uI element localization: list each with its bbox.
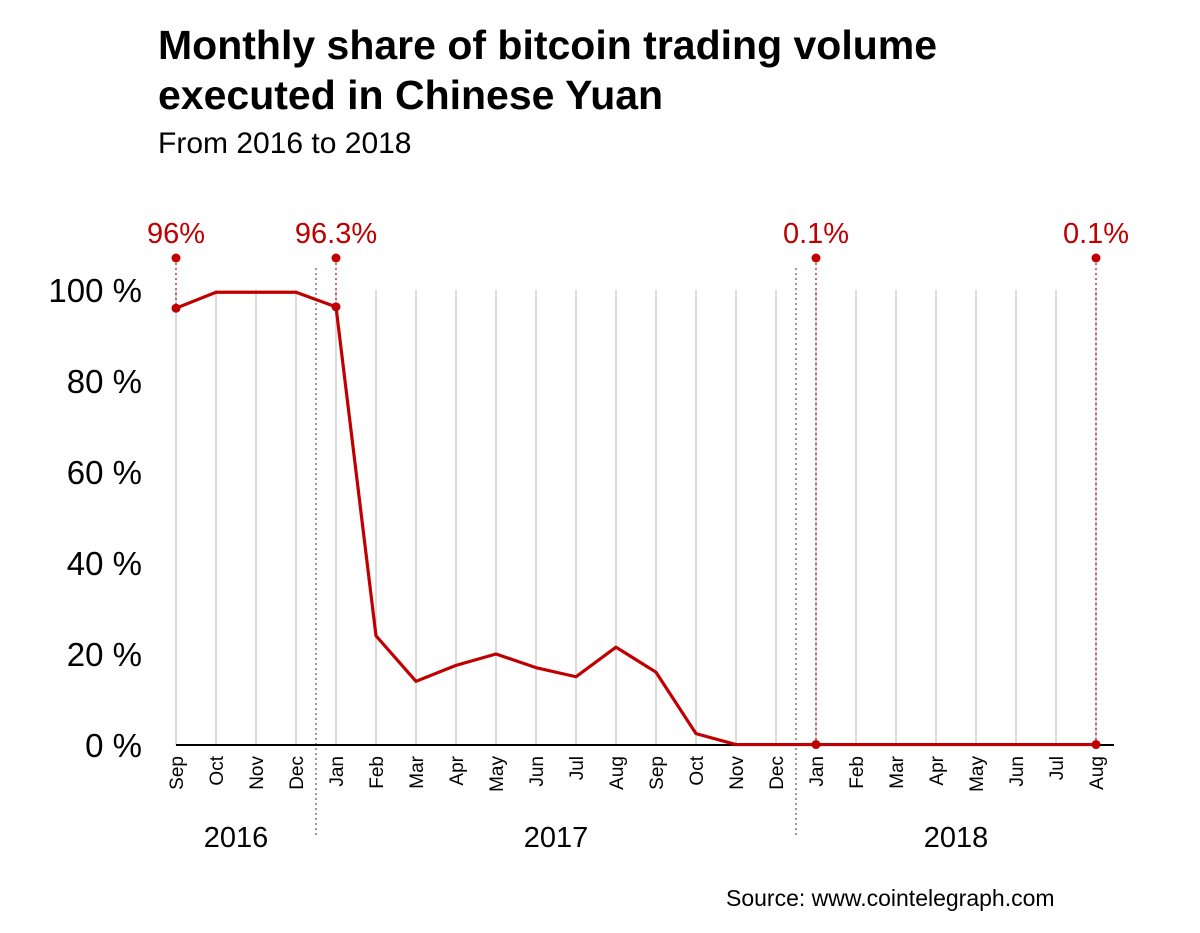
x-tick-label: Feb — [847, 756, 868, 789]
x-tick-label: Apr — [447, 755, 468, 785]
x-tick-label: Aug — [1087, 756, 1108, 790]
x-tick-label: Jun — [527, 756, 548, 787]
y-tick-label: 40 % — [67, 545, 142, 582]
y-tick-label: 80 % — [67, 363, 142, 400]
x-tick-label: Nov — [727, 756, 748, 790]
x-tick-label: Jul — [567, 756, 588, 780]
y-axis-tick-labels: 0 % 20 % 40 % 60 % 80 % 100 % — [48, 272, 142, 764]
data-point-marker — [171, 303, 181, 313]
series-line-group — [174, 290, 1098, 747]
year-dividers — [315, 268, 797, 838]
annotations: 96% 96.3% 0.1% 0.1% — [147, 218, 1129, 750]
y-tick-label: 100 % — [48, 272, 142, 309]
x-tick-label: May — [967, 756, 988, 792]
y-tick-label: 0 % — [85, 727, 142, 764]
x-tick-label: Jan — [807, 756, 828, 787]
x-tick-label: Jun — [1007, 756, 1028, 787]
x-tick-label: Mar — [887, 755, 908, 788]
x-tick-label: Mar — [407, 755, 428, 788]
gridlines — [175, 290, 1097, 745]
annotation-top-marker — [331, 253, 341, 263]
series-line — [174, 290, 1098, 747]
x-tick-label: Jan — [327, 756, 348, 787]
annotation-top-marker — [811, 253, 821, 263]
chart-subtitle: From 2016 to 2018 — [158, 127, 412, 160]
year-label: 2018 — [924, 822, 989, 854]
annotation-top-marker — [1091, 253, 1101, 263]
annotation-label: 96% — [147, 218, 205, 250]
x-tick-label: Dec — [767, 756, 788, 790]
annotation-top-marker — [171, 253, 181, 263]
year-label: 2016 — [204, 822, 269, 854]
x-tick-label: Feb — [367, 756, 388, 789]
x-tick-label: May — [487, 756, 508, 792]
annotation-leaders — [175, 258, 1097, 745]
year-label: 2017 — [524, 822, 589, 854]
y-tick-label: 60 % — [67, 454, 142, 491]
x-axis-tick-labels: Sep Oct Nov Dec Jan Feb Mar Apr May Jun Jul Aug Sep O… — [167, 755, 1108, 792]
x-tick-label: Dec — [287, 756, 308, 790]
chart-title: Monthly share of bitcoin trading volume … — [158, 22, 938, 118]
data-point-marker — [1091, 740, 1101, 750]
x-tick-label: Oct — [207, 755, 228, 785]
y-tick-label: 20 % — [67, 636, 142, 673]
annotation-label: 0.1% — [1063, 218, 1129, 250]
x-tick-label: Sep — [647, 756, 668, 790]
x-tick-label: Aug — [607, 756, 628, 790]
x-tick-label: Jul — [1047, 756, 1068, 780]
annotation-label: 96.3% — [295, 218, 377, 250]
data-point-marker — [331, 302, 341, 312]
year-labels: 2016 2017 2018 — [204, 822, 989, 854]
chart-source: Source: www.cointelegraph.com — [726, 885, 1055, 911]
x-tick-label: Oct — [687, 755, 708, 785]
annotation-label: 0.1% — [783, 218, 849, 250]
x-tick-label: Sep — [167, 756, 188, 790]
data-point-marker — [811, 740, 821, 750]
x-tick-label: Nov — [247, 756, 268, 790]
x-tick-label: Apr — [927, 755, 948, 785]
